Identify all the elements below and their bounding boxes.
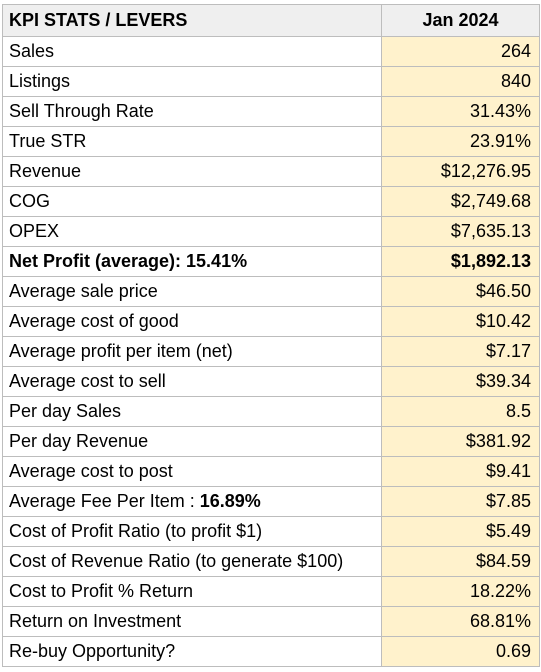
table-row: Listings 840 xyxy=(2,66,540,97)
row-label[interactable]: Cost of Profit Ratio (to profit $1) xyxy=(2,516,382,547)
row-value[interactable]: $10.42 xyxy=(381,306,540,337)
row-label[interactable]: Average profit per item (net) xyxy=(2,336,382,367)
row-value[interactable]: 8.5 xyxy=(381,396,540,427)
table-row: Sell Through Rate 31.43% xyxy=(2,96,540,127)
row-value[interactable]: 0.69 xyxy=(381,636,540,667)
row-value[interactable]: $381.92 xyxy=(381,426,540,457)
row-value[interactable]: $7.17 xyxy=(381,336,540,367)
table-row: Return on Investment 68.81% xyxy=(2,606,540,637)
row-value[interactable]: $84.59 xyxy=(381,546,540,577)
row-label[interactable]: Re-buy Opportunity? xyxy=(2,636,382,667)
table-row: Revenue $12,276.95 xyxy=(2,156,540,187)
table-row-net-profit: Net Profit (average): 15.41% $1,892.13 xyxy=(2,246,540,277)
table-row: Cost to Profit % Return 18.22% xyxy=(2,576,540,607)
table-row: Cost of Revenue Ratio (to generate $100)… xyxy=(2,546,540,577)
table-row: Per day Sales 8.5 xyxy=(2,396,540,427)
row-value[interactable]: 264 xyxy=(381,36,540,67)
row-label[interactable]: Per day Sales xyxy=(2,396,382,427)
row-value[interactable]: $2,749.68 xyxy=(381,186,540,217)
row-value[interactable]: $7,635.13 xyxy=(381,216,540,247)
header-label[interactable]: KPI STATS / LEVERS xyxy=(2,4,382,37)
table-row: Re-buy Opportunity? 0.69 xyxy=(2,636,540,667)
row-label[interactable]: Per day Revenue xyxy=(2,426,382,457)
row-value[interactable]: $7.85 xyxy=(381,486,540,517)
row-label[interactable]: Cost to Profit % Return xyxy=(2,576,382,607)
row-label[interactable]: Average cost of good xyxy=(2,306,382,337)
row-value[interactable]: 31.43% xyxy=(381,96,540,127)
row-label[interactable]: Average cost to sell xyxy=(2,366,382,397)
row-label[interactable]: Listings xyxy=(2,66,382,97)
table-row: Average profit per item (net) $7.17 xyxy=(2,336,540,367)
row-label[interactable]: COG xyxy=(2,186,382,217)
row-label[interactable]: Sales xyxy=(2,36,382,67)
row-value[interactable]: $39.34 xyxy=(381,366,540,397)
table-row: Average cost to post $9.41 xyxy=(2,456,540,487)
row-label: Average Fee Per Item : xyxy=(9,491,200,511)
row-label[interactable]: Sell Through Rate xyxy=(2,96,382,127)
row-label[interactable]: OPEX xyxy=(2,216,382,247)
row-label[interactable]: Average cost to post xyxy=(2,456,382,487)
row-value[interactable]: $1,892.13 xyxy=(381,246,540,277)
row-label-emphasis: 16.89% xyxy=(199,491,261,511)
row-value[interactable]: 18.22% xyxy=(381,576,540,607)
table-row: Average cost to sell $39.34 xyxy=(2,366,540,397)
table-row: Cost of Profit Ratio (to profit $1) $5.4… xyxy=(2,516,540,547)
row-label[interactable]: Net Profit (average): 15.41% xyxy=(2,246,382,277)
row-value[interactable]: 68.81% xyxy=(381,606,540,637)
row-label[interactable]: True STR xyxy=(2,126,382,157)
row-value[interactable]: $5.49 xyxy=(381,516,540,547)
row-value[interactable]: 23.91% xyxy=(381,126,540,157)
row-value[interactable]: 840 xyxy=(381,66,540,97)
table-row: Per day Revenue $381.92 xyxy=(2,426,540,457)
table-row: Average cost of good $10.42 xyxy=(2,306,540,337)
row-label[interactable]: Return on Investment xyxy=(2,606,382,637)
row-label[interactable]: Revenue xyxy=(2,156,382,187)
row-label[interactable]: Cost of Revenue Ratio (to generate $100) xyxy=(2,546,382,577)
row-value[interactable]: $12,276.95 xyxy=(381,156,540,187)
table-row: True STR 23.91% xyxy=(2,126,540,157)
row-value[interactable]: $9.41 xyxy=(381,456,540,487)
table-row: Sales 264 xyxy=(2,36,540,67)
row-value[interactable]: $46.50 xyxy=(381,276,540,307)
table-row: OPEX $7,635.13 xyxy=(2,216,540,247)
row-label[interactable]: Average sale price xyxy=(2,276,382,307)
table-row: COG $2,749.68 xyxy=(2,186,540,217)
header-row: KPI STATS / LEVERS Jan 2024 xyxy=(2,4,540,37)
kpi-table: KPI STATS / LEVERS Jan 2024 Sales 264 Li… xyxy=(2,4,540,667)
header-period[interactable]: Jan 2024 xyxy=(381,4,540,37)
table-row: Average sale price $46.50 xyxy=(2,276,540,307)
row-label-cell[interactable]: Average Fee Per Item : 16.89% xyxy=(2,486,382,517)
table-row: Average Fee Per Item : 16.89% $7.85 xyxy=(2,486,540,517)
